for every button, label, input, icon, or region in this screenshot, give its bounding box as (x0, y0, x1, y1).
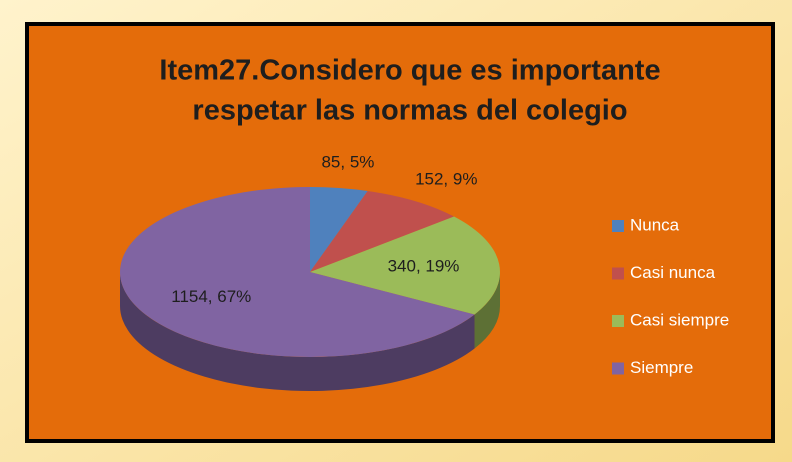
chart-title: Item27.Considero que es importante (159, 55, 660, 87)
legend-label: Nunca (630, 215, 680, 234)
data-label: 152, 9% (415, 169, 477, 188)
pie-side (474, 272, 500, 349)
legend-swatch (612, 267, 624, 280)
pie-side (120, 272, 475, 391)
legend-swatch (612, 315, 624, 327)
pie-slice (310, 187, 368, 272)
legend-label: Siempre (630, 358, 693, 377)
legend-swatch (612, 362, 624, 375)
legend-swatch (612, 220, 624, 232)
data-label: 1154, 67% (171, 287, 251, 306)
data-label: 85, 5% (321, 152, 374, 171)
pie-slice (310, 191, 455, 272)
data-label: 340, 19% (388, 257, 460, 276)
chart-title: respetar las normas del colegio (192, 95, 627, 127)
legend-label: Casi nunca (630, 263, 716, 282)
legend-label: Casi siempre (630, 310, 729, 329)
pie-slice (310, 216, 500, 315)
pie-slice (119, 187, 475, 357)
